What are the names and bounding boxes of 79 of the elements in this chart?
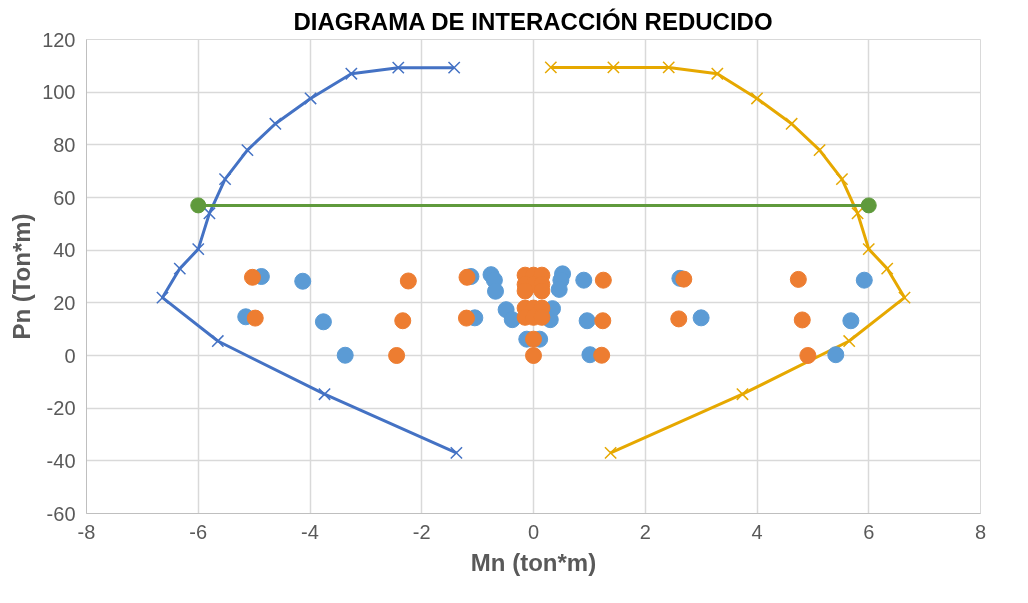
x-tick-label: 2 [639, 520, 651, 543]
x-tick-label: -2 [412, 520, 431, 543]
x-tick-label: -8 [77, 520, 96, 543]
point [336, 346, 354, 364]
point [855, 271, 873, 289]
point [827, 346, 845, 364]
point [241, 143, 254, 157]
point [578, 312, 596, 330]
y-tick-label: 0 [64, 344, 76, 367]
point [736, 387, 749, 401]
point [294, 272, 312, 290]
x-tick-label: 0 [527, 520, 540, 543]
y-tick-label: -40 [46, 449, 76, 472]
point [314, 313, 332, 331]
point [525, 330, 542, 348]
chart-title: DIAGRAMA DE INTERACCIÓN REDUCIDO [293, 7, 773, 35]
point [268, 117, 282, 131]
point [606, 61, 620, 74]
x-tick-label: 8 [974, 520, 987, 543]
point [862, 242, 876, 256]
x-tick-label: -4 [301, 520, 319, 543]
point [190, 197, 207, 214]
point [173, 262, 187, 276]
point [391, 61, 405, 75]
point [662, 61, 676, 74]
point [675, 270, 693, 288]
point [835, 172, 849, 186]
point [851, 206, 864, 220]
point [447, 61, 461, 75]
point [670, 310, 688, 328]
point [789, 270, 807, 288]
point [344, 67, 358, 81]
point [750, 92, 764, 105]
point [525, 347, 542, 364]
x-axis-title: Mn (ton*m) [470, 548, 597, 576]
point [593, 346, 611, 364]
point [604, 446, 618, 460]
point [318, 387, 331, 401]
point [203, 206, 216, 220]
point [880, 262, 894, 276]
point [692, 309, 710, 327]
point [457, 309, 475, 327]
point [594, 271, 612, 289]
point [785, 117, 799, 131]
point [304, 92, 317, 105]
y-tick-label: 80 [53, 133, 76, 156]
point [842, 312, 860, 330]
point [793, 311, 811, 329]
x-tick-label: 6 [863, 520, 875, 543]
x-tick-label: -6 [189, 520, 208, 543]
point [458, 268, 476, 286]
point [243, 268, 261, 286]
y-tick-label: -60 [46, 502, 76, 525]
point [813, 143, 826, 157]
y-tick-label: 20 [53, 291, 76, 314]
point [246, 309, 264, 327]
point [860, 197, 877, 214]
point [388, 347, 406, 364]
point [544, 61, 558, 74]
y-tick-label: 60 [53, 186, 76, 209]
point [211, 334, 225, 348]
point [594, 312, 612, 330]
y-tick-label: -20 [46, 397, 76, 420]
y-tick-label: 40 [53, 239, 76, 262]
point [218, 172, 232, 186]
point [394, 312, 412, 330]
point [842, 334, 856, 348]
point [799, 347, 817, 364]
point [156, 291, 169, 304]
y-axis-title: Pn (Ton*m) [7, 213, 35, 340]
point [710, 67, 724, 81]
point [191, 242, 205, 256]
x-tick-label: 4 [751, 520, 763, 543]
y-tick-label: 120 [42, 28, 76, 51]
point [898, 291, 911, 304]
point [575, 271, 593, 289]
point [399, 272, 417, 290]
point [449, 446, 463, 460]
y-tick-label: 100 [42, 81, 76, 104]
